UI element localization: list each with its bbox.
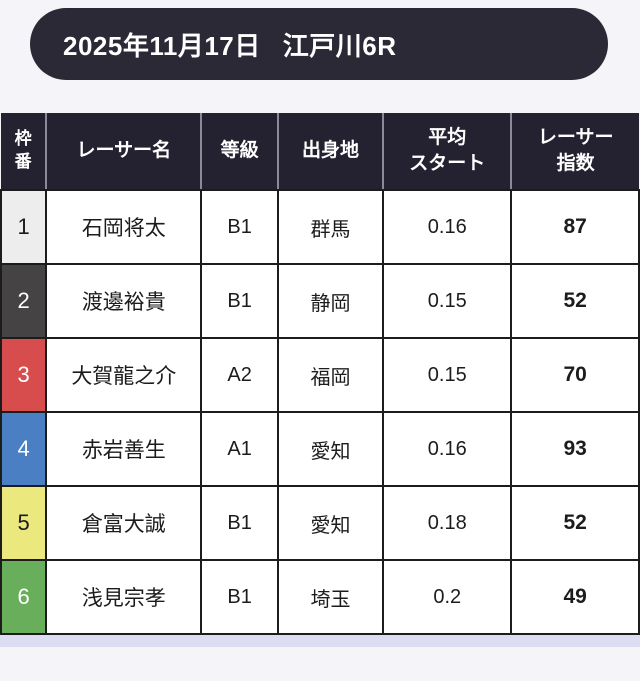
racer-name-cell: 石岡将太: [45, 189, 203, 265]
grade-cell: B1: [200, 559, 279, 635]
origin-cell: 静岡: [276, 263, 385, 339]
grade-cell: A1: [200, 411, 279, 487]
frame-number-cell: 3: [0, 337, 48, 413]
racer-name-cell: 大賀龍之介: [45, 337, 203, 413]
table-header-row: 枠 番 レーサー名 等級 出身地 平均 スタート レーサー 指数: [1, 113, 639, 191]
origin-cell: 愛知: [276, 411, 385, 487]
grade-cell: A2: [200, 337, 279, 413]
origin-cell: 愛知: [276, 485, 385, 561]
table-row: 6 浅見宗孝 B1 埼玉 0.2 49: [0, 559, 640, 635]
col-header-index: レーサー 指数: [510, 113, 639, 191]
racer-name-cell: 倉富大誠: [45, 485, 203, 561]
racer-index-cell: 52: [510, 263, 640, 339]
origin-cell: 福岡: [276, 337, 385, 413]
racer-table-body: 1 石岡将太 B1 群馬 0.16 87 2 渡邊裕貴 B1 静岡 0.15 5…: [0, 189, 640, 635]
racer-index-cell: 87: [510, 189, 640, 265]
bottom-strip: [0, 635, 640, 647]
col-header-origin: 出身地: [276, 113, 384, 191]
racer-index-cell: 93: [510, 411, 640, 487]
racer-name-cell: 渡邊裕貴: [45, 263, 203, 339]
avg-start-cell: 0.2: [382, 559, 513, 635]
col-header-waku: 枠 番: [1, 113, 47, 191]
race-title: 江戸川6R: [282, 30, 397, 61]
grade-cell: B1: [200, 263, 279, 339]
table-row: 4 赤岩善生 A1 愛知 0.16 93: [0, 411, 640, 487]
racer-index-cell: 52: [510, 485, 640, 561]
avg-start-cell: 0.15: [382, 337, 513, 413]
race-date: 2025年11月17日: [63, 30, 261, 61]
racer-table: 枠 番 レーサー名 等級 出身地 平均 スタート レーサー 指数 1 石岡将太 …: [0, 113, 640, 635]
frame-number-cell: 5: [0, 485, 48, 561]
grade-cell: B1: [200, 485, 279, 561]
table-row: 1 石岡将太 B1 群馬 0.16 87: [0, 189, 640, 265]
origin-cell: 埼玉: [276, 559, 385, 635]
avg-start-cell: 0.18: [382, 485, 513, 561]
col-header-grade: 等級: [200, 113, 278, 191]
table-row: 5 倉富大誠 B1 愛知 0.18 52: [0, 485, 640, 561]
table-row: 3 大賀龍之介 A2 福岡 0.15 70: [0, 337, 640, 413]
racer-table-wrap: 枠 番 レーサー名 等級 出身地 平均 スタート レーサー 指数 1 石岡将太 …: [0, 113, 640, 635]
racer-name-cell: 浅見宗孝: [45, 559, 203, 635]
avg-start-cell: 0.16: [382, 411, 513, 487]
avg-start-cell: 0.15: [382, 263, 513, 339]
racer-index-cell: 70: [510, 337, 640, 413]
table-row: 2 渡邊裕貴 B1 静岡 0.15 52: [0, 263, 640, 339]
race-banner: 2025年11月17日 江戸川6R: [30, 8, 608, 80]
frame-number-cell: 1: [0, 189, 48, 265]
col-header-avg-start: 平均 スタート: [382, 113, 512, 191]
frame-number-cell: 2: [0, 263, 48, 339]
racer-index-cell: 49: [510, 559, 640, 635]
racer-name-cell: 赤岩善生: [45, 411, 203, 487]
origin-cell: 群馬: [276, 189, 385, 265]
grade-cell: B1: [200, 189, 279, 265]
col-header-name: レーサー名: [45, 113, 202, 191]
frame-number-cell: 4: [0, 411, 48, 487]
avg-start-cell: 0.16: [382, 189, 513, 265]
frame-number-cell: 6: [0, 559, 48, 635]
